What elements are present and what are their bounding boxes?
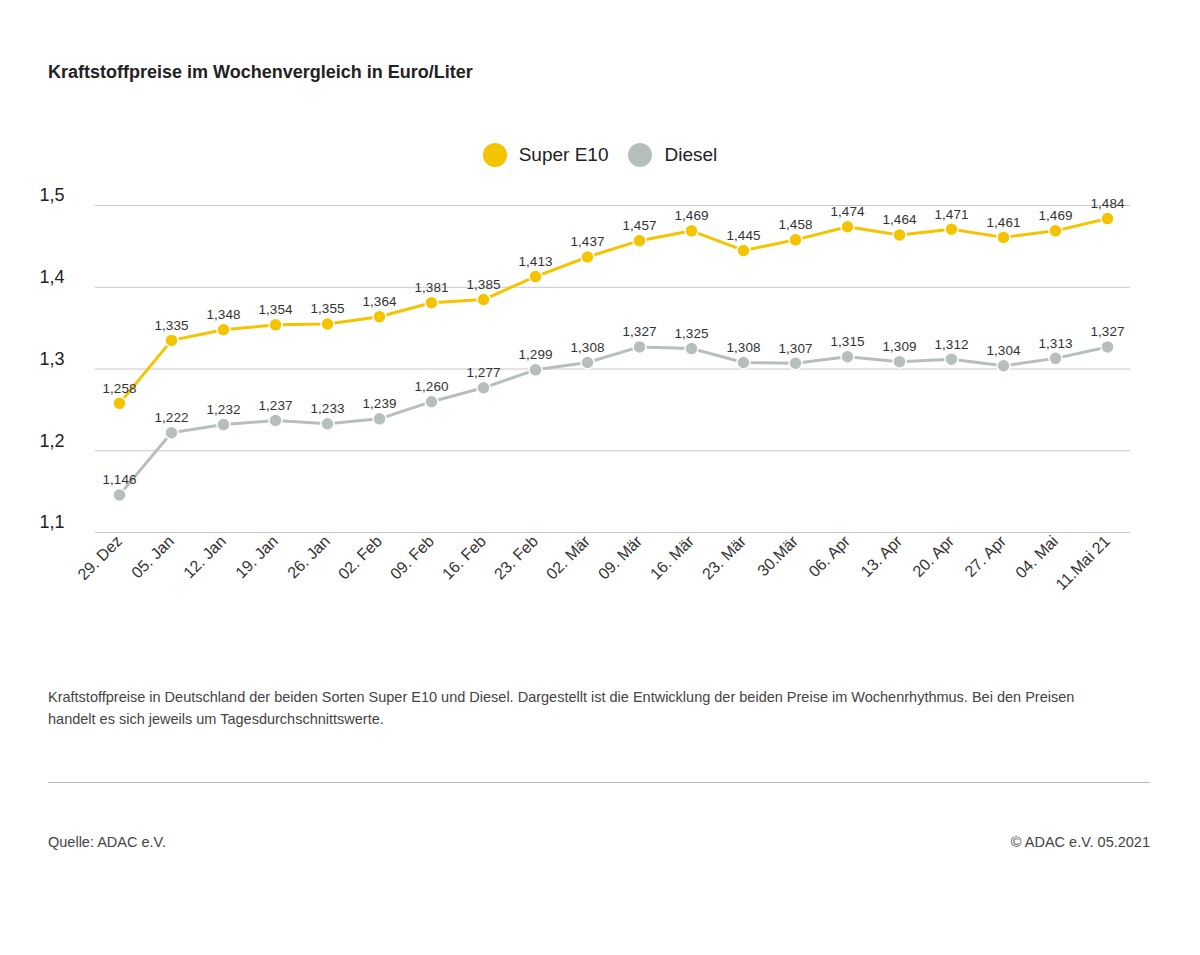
html-text:Kraftstoffpreise im Wochenverg: Kraftstoffpreise im Wochenvergleich in E… xyxy=(48,62,473,82)
svg-text:13. Apr: 13. Apr xyxy=(857,532,905,580)
svg-text:1,299: 1,299 xyxy=(519,347,553,362)
svg-text:1,385: 1,385 xyxy=(467,277,501,292)
svg-text:02. Feb: 02. Feb xyxy=(335,532,385,582)
svg-text:27. Apr: 27. Apr xyxy=(961,532,1009,580)
svg-text:04. Mai: 04. Mai xyxy=(1012,532,1061,581)
svg-text:1,474: 1,474 xyxy=(831,204,865,219)
svg-text:1,4: 1,4 xyxy=(40,267,65,287)
svg-text:1,469: 1,469 xyxy=(1039,208,1073,223)
svg-text:1,445: 1,445 xyxy=(727,228,761,243)
html-text:Diesel: Diesel xyxy=(664,144,718,165)
svg-text:1,364: 1,364 xyxy=(363,294,397,309)
svg-text:1,461: 1,461 xyxy=(987,215,1021,230)
svg-text:09. Mär: 09. Mär xyxy=(595,532,646,583)
svg-text:1,457: 1,457 xyxy=(623,218,657,233)
svg-text:1,239: 1,239 xyxy=(363,396,397,411)
svg-text:1,437: 1,437 xyxy=(571,234,605,249)
svg-text:1,325: 1,325 xyxy=(675,326,709,341)
svg-text:16. Feb: 16. Feb xyxy=(439,532,489,582)
svg-text:1,309: 1,309 xyxy=(883,339,917,354)
svg-text:06. Apr: 06. Apr xyxy=(805,532,853,580)
svg-text:20. Apr: 20. Apr xyxy=(909,532,957,580)
svg-text:1,348: 1,348 xyxy=(207,307,241,322)
svg-text:12. Jan: 12. Jan xyxy=(180,532,229,581)
svg-text:1,313: 1,313 xyxy=(1039,336,1073,351)
svg-text:11.Mai 21: 11.Mai 21 xyxy=(1052,532,1113,593)
svg-text:1,315: 1,315 xyxy=(831,334,865,349)
svg-text:1,233: 1,233 xyxy=(311,401,345,416)
svg-text:1,260: 1,260 xyxy=(415,379,449,394)
html-text:Quelle: ADAC e.V.: Quelle: ADAC e.V. xyxy=(48,834,166,850)
svg-text:19. Jan: 19. Jan xyxy=(232,532,281,581)
html-text:Super E10: Super E10 xyxy=(518,144,609,165)
svg-text:1,312: 1,312 xyxy=(935,337,969,352)
svg-text:16. Mär: 16. Mär xyxy=(647,532,698,583)
svg-text:26. Jan: 26. Jan xyxy=(284,532,333,581)
svg-text:23. Feb: 23. Feb xyxy=(491,532,541,582)
svg-text:1,458: 1,458 xyxy=(779,217,813,232)
svg-text:1,277: 1,277 xyxy=(467,365,501,380)
svg-text:1,3: 1,3 xyxy=(40,349,65,369)
svg-text:30.Mär: 30.Mär xyxy=(754,532,802,580)
svg-text:1,413: 1,413 xyxy=(519,254,553,269)
svg-text:1,5: 1,5 xyxy=(40,185,65,205)
svg-text:1,222: 1,222 xyxy=(155,410,189,425)
svg-text:1,258: 1,258 xyxy=(103,381,137,396)
svg-text:1,484: 1,484 xyxy=(1091,196,1125,211)
svg-text:1,469: 1,469 xyxy=(675,208,709,223)
svg-text:1,1: 1,1 xyxy=(40,512,65,532)
svg-text:1,335: 1,335 xyxy=(155,318,189,333)
svg-text:1,355: 1,355 xyxy=(311,301,345,316)
html-text:Kraftstoffpreise in Deutschlan: Kraftstoffpreise in Deutschland der beid… xyxy=(48,689,1075,727)
svg-text:1,327: 1,327 xyxy=(1091,324,1125,339)
svg-text:1,307: 1,307 xyxy=(779,341,813,356)
svg-text:1,464: 1,464 xyxy=(883,212,917,227)
svg-text:1,146: 1,146 xyxy=(103,472,137,487)
svg-text:1,304: 1,304 xyxy=(987,343,1021,358)
svg-text:1,232: 1,232 xyxy=(207,402,241,417)
svg-text:1,2: 1,2 xyxy=(40,431,65,451)
svg-text:1,354: 1,354 xyxy=(259,302,293,317)
html-text:© ADAC e.V. 05.2021: © ADAC e.V. 05.2021 xyxy=(1010,834,1150,850)
svg-text:02. Mär: 02. Mär xyxy=(543,532,594,583)
svg-text:09. Feb: 09. Feb xyxy=(387,532,437,582)
svg-text:1,471: 1,471 xyxy=(935,207,969,222)
svg-text:23. Mär: 23. Mär xyxy=(699,532,750,583)
svg-text:1,237: 1,237 xyxy=(259,398,293,413)
svg-text:29. Dez: 29. Dez xyxy=(74,532,125,583)
svg-text:1,381: 1,381 xyxy=(415,280,449,295)
svg-text:1,327: 1,327 xyxy=(623,324,657,339)
svg-text:05. Jan: 05. Jan xyxy=(128,532,177,581)
svg-text:1,308: 1,308 xyxy=(571,340,605,355)
svg-text:1,308: 1,308 xyxy=(727,340,761,355)
